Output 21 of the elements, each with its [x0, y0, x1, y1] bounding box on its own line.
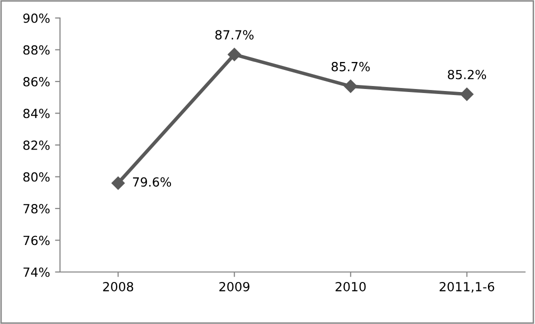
point — [344, 80, 358, 93]
y-tick-label: 80% — [23, 172, 50, 182]
y-tick-label: 78% — [24, 204, 50, 214]
y-tick-label: 76% — [24, 236, 50, 246]
y-tick-label: 82% — [23, 140, 50, 150]
y-tick-label: 84% — [23, 108, 50, 118]
x-tick-label: 2008 — [103, 282, 134, 292]
y-tick-label: 88% — [23, 45, 50, 55]
x-tick-label: 2009 — [219, 282, 250, 292]
data-label: 87.7% — [215, 30, 254, 40]
point — [228, 48, 241, 62]
data-label: 79.6% — [133, 177, 172, 187]
y-tick-label: 86% — [23, 76, 50, 86]
data-label: 85.7% — [332, 62, 370, 72]
point — [112, 176, 125, 190]
data-label: 85.2% — [448, 70, 486, 80]
x-tick-label: 2011,1-6 — [440, 282, 494, 293]
x-tick-label: 2010 — [336, 282, 366, 292]
point — [460, 88, 474, 101]
y-tick-label: 90% — [23, 13, 50, 23]
y-tick-label: 74% — [24, 267, 50, 277]
